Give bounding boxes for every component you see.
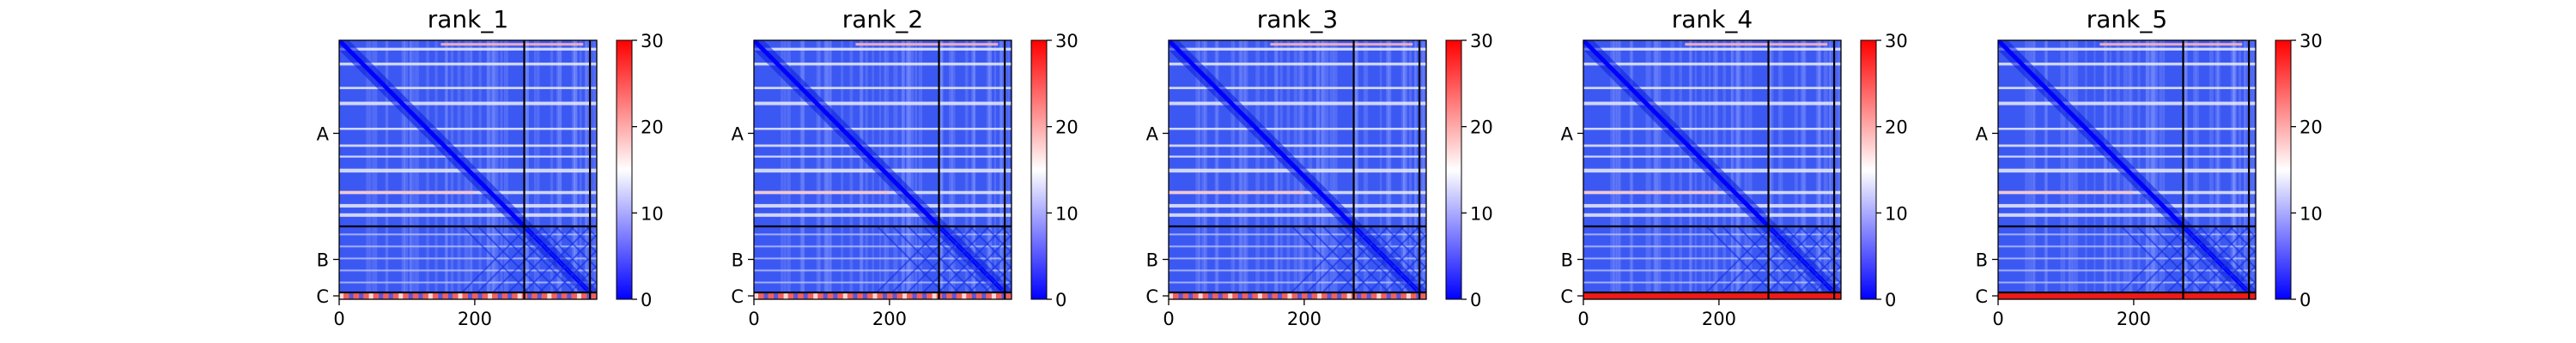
colorbar-tick-label: 20 xyxy=(2300,117,2323,138)
colorbar-tick-label: 20 xyxy=(641,117,664,138)
colorbar-tick-label: 10 xyxy=(2300,203,2323,224)
chain-label: B xyxy=(732,250,744,271)
colorbar-tick-label: 30 xyxy=(2300,31,2323,51)
x-tick-label: 0 xyxy=(1992,309,2003,329)
colorbar-tick-label: 0 xyxy=(2300,290,2311,310)
chain-label: A xyxy=(1561,123,1574,144)
chain-label: A xyxy=(1976,123,1989,144)
colorbar-tick-label: 30 xyxy=(1055,31,1078,51)
colorbar-tick-label: 0 xyxy=(1055,290,1066,310)
colorbar-tick-label: 10 xyxy=(1885,203,1908,224)
chain-label: B xyxy=(317,250,329,271)
x-tick-label: 0 xyxy=(333,309,344,329)
heatmap xyxy=(1998,40,2256,299)
colorbar-tick-label: 20 xyxy=(1885,117,1908,138)
colorbar xyxy=(1860,39,1877,300)
axes-frame xyxy=(753,39,1012,300)
colorbar-tick-label: 0 xyxy=(641,290,652,310)
axes-frame xyxy=(1583,39,1842,300)
x-tick-label: 200 xyxy=(2117,309,2151,329)
colorbar-tick-label: 30 xyxy=(1470,31,1493,51)
colorbar xyxy=(2275,39,2292,300)
colorbar-tick-label: 30 xyxy=(641,31,664,51)
x-tick-label: 0 xyxy=(748,309,759,329)
chain-label: A xyxy=(317,123,330,144)
x-tick-label: 200 xyxy=(1702,309,1736,329)
colorbar xyxy=(1445,39,1462,300)
x-tick-label: 0 xyxy=(1163,309,1174,329)
heatmap xyxy=(1583,40,1841,299)
chain-label: C xyxy=(1560,286,1573,307)
chain-label: B xyxy=(1561,250,1573,271)
chain-label: C xyxy=(1145,286,1158,307)
colorbar-tick-label: 20 xyxy=(1470,117,1493,138)
x-tick-label: 200 xyxy=(458,309,492,329)
chain-label: A xyxy=(1146,123,1159,144)
chain-label: B xyxy=(1976,250,1988,271)
heatmap xyxy=(754,40,1012,299)
chain-label: B xyxy=(1146,250,1158,271)
x-tick-label: 0 xyxy=(1577,309,1589,329)
colorbar xyxy=(616,39,633,300)
heatmap xyxy=(339,40,597,299)
panel-title: rank_2 xyxy=(842,5,923,33)
axes-frame xyxy=(1168,39,1427,300)
colorbar-tick-label: 20 xyxy=(1055,117,1078,138)
x-tick-label: 200 xyxy=(872,309,907,329)
chain-label: C xyxy=(731,286,744,307)
chain-label: A xyxy=(732,123,744,144)
x-tick-label: 200 xyxy=(1287,309,1321,329)
colorbar-tick-label: 10 xyxy=(1055,203,1078,224)
panel-title: rank_3 xyxy=(1257,5,1338,33)
chain-label: C xyxy=(316,286,329,307)
panel-title: rank_1 xyxy=(428,5,508,33)
heatmap xyxy=(1169,40,1426,299)
colorbar-tick-label: 10 xyxy=(641,203,664,224)
colorbar-tick-label: 0 xyxy=(1885,290,1896,310)
colorbar-tick-label: 10 xyxy=(1470,203,1493,224)
axes-frame xyxy=(1997,39,2257,300)
axes-frame xyxy=(338,39,598,300)
panel-title: rank_4 xyxy=(1672,5,1753,33)
colorbar xyxy=(1030,39,1048,300)
colorbar-tick-label: 30 xyxy=(1885,31,1908,51)
colorbar-tick-label: 0 xyxy=(1470,290,1481,310)
chain-label: C xyxy=(1975,286,1988,307)
panel-title: rank_5 xyxy=(2087,5,2167,33)
